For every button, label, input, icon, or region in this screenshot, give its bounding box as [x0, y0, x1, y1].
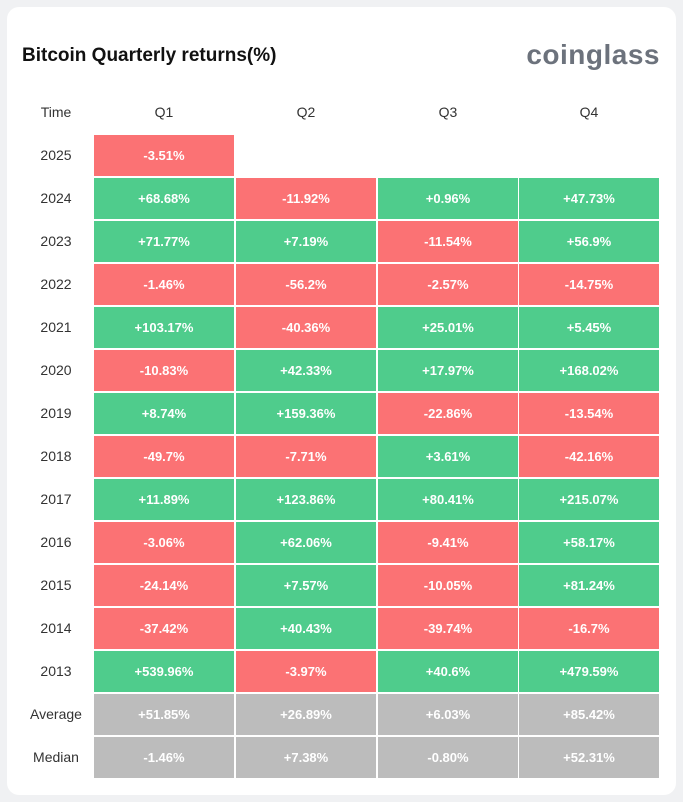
return-cell[interactable]: +47.73% — [519, 178, 659, 219]
return-cell[interactable]: -1.46% — [94, 737, 234, 778]
return-cell[interactable]: +17.97% — [378, 350, 518, 391]
return-cell[interactable]: -40.36% — [236, 307, 376, 348]
return-cell[interactable]: -3.97% — [236, 651, 376, 692]
return-cell[interactable]: +56.9% — [519, 221, 659, 262]
row-label: 2023 — [40, 233, 72, 249]
return-cell[interactable]: +52.31% — [519, 737, 659, 778]
return-cell[interactable]: +58.17% — [519, 522, 659, 563]
row-label: 2015 — [40, 577, 72, 593]
return-cell[interactable]: -7.71% — [236, 436, 376, 477]
return-cell[interactable]: -0.80% — [378, 737, 518, 778]
row-label: 2014 — [40, 620, 72, 636]
header-q2: Q2 — [296, 104, 316, 120]
return-cell[interactable]: +6.03% — [378, 694, 518, 735]
return-cell[interactable]: -3.51% — [94, 135, 234, 176]
return-cell[interactable]: +85.42% — [519, 694, 659, 735]
header-q3: Q3 — [438, 104, 458, 120]
return-cell[interactable]: +0.96% — [378, 178, 518, 219]
row-label: 2019 — [40, 405, 72, 421]
row-label: 2025 — [40, 147, 72, 163]
row-label: 2016 — [40, 534, 72, 550]
return-cell[interactable]: +26.89% — [236, 694, 376, 735]
return-cell[interactable]: +215.07% — [519, 479, 659, 520]
row-label: 2024 — [40, 190, 72, 206]
return-cell[interactable]: -16.7% — [519, 608, 659, 649]
row-label: 2021 — [40, 319, 72, 335]
return-cell[interactable]: -13.54% — [519, 393, 659, 434]
header-time: Time — [40, 104, 72, 120]
return-cell[interactable]: +7.57% — [236, 565, 376, 606]
page-title: Bitcoin Quarterly returns(%) — [22, 45, 277, 66]
return-cell[interactable]: -11.92% — [236, 178, 376, 219]
return-cell[interactable]: -42.16% — [519, 436, 659, 477]
return-cell[interactable]: -24.14% — [94, 565, 234, 606]
return-cell[interactable]: -56.2% — [236, 264, 376, 305]
return-cell[interactable]: +539.96% — [94, 651, 234, 692]
return-cell[interactable]: -37.42% — [94, 608, 234, 649]
return-cell[interactable]: +68.68% — [94, 178, 234, 219]
return-cell[interactable]: +71.77% — [94, 221, 234, 262]
row-label: 2018 — [40, 448, 72, 464]
return-cell[interactable]: +40.43% — [236, 608, 376, 649]
return-cell[interactable]: -1.46% — [94, 264, 234, 305]
return-cell[interactable]: +42.33% — [236, 350, 376, 391]
return-cell[interactable]: +5.45% — [519, 307, 659, 348]
return-cell[interactable]: -14.75% — [519, 264, 659, 305]
return-cell[interactable]: -9.41% — [378, 522, 518, 563]
return-cell[interactable]: +81.24% — [519, 565, 659, 606]
row-label: 2013 — [40, 663, 72, 679]
brand-logo[interactable]: coinglass — [526, 39, 660, 70]
row-label: Median — [33, 749, 79, 765]
return-cell[interactable]: -10.83% — [94, 350, 234, 391]
return-cell[interactable]: -3.06% — [94, 522, 234, 563]
row-label: 2022 — [40, 276, 72, 292]
return-cell[interactable]: -39.74% — [378, 608, 518, 649]
return-cell[interactable]: +7.19% — [236, 221, 376, 262]
return-cell[interactable]: -49.7% — [94, 436, 234, 477]
return-cell[interactable]: +479.59% — [519, 651, 659, 692]
return-cell[interactable]: +103.17% — [94, 307, 234, 348]
return-cell[interactable]: -10.05% — [378, 565, 518, 606]
return-cell[interactable]: -2.57% — [378, 264, 518, 305]
header-q1: Q1 — [154, 104, 174, 120]
row-label: 2020 — [40, 362, 72, 378]
return-cell[interactable]: -11.54% — [378, 221, 518, 262]
return-cell[interactable]: +159.36% — [236, 393, 376, 434]
header-q4: Q4 — [579, 104, 599, 120]
return-cell[interactable]: +25.01% — [378, 307, 518, 348]
return-cell[interactable]: +62.06% — [236, 522, 376, 563]
return-cell[interactable]: +123.86% — [236, 479, 376, 520]
return-cell[interactable]: +3.61% — [378, 436, 518, 477]
return-cell[interactable]: +8.74% — [94, 393, 234, 434]
return-cell[interactable]: +11.89% — [94, 479, 234, 520]
return-cell[interactable]: +168.02% — [519, 350, 659, 391]
return-cell[interactable]: +7.38% — [236, 737, 376, 778]
row-label: Average — [30, 706, 82, 722]
return-cell[interactable]: +51.85% — [94, 694, 234, 735]
row-label: 2017 — [40, 491, 72, 507]
return-cell[interactable]: +40.6% — [378, 651, 518, 692]
return-cell[interactable]: -22.86% — [378, 393, 518, 434]
return-cell[interactable]: +80.41% — [378, 479, 518, 520]
